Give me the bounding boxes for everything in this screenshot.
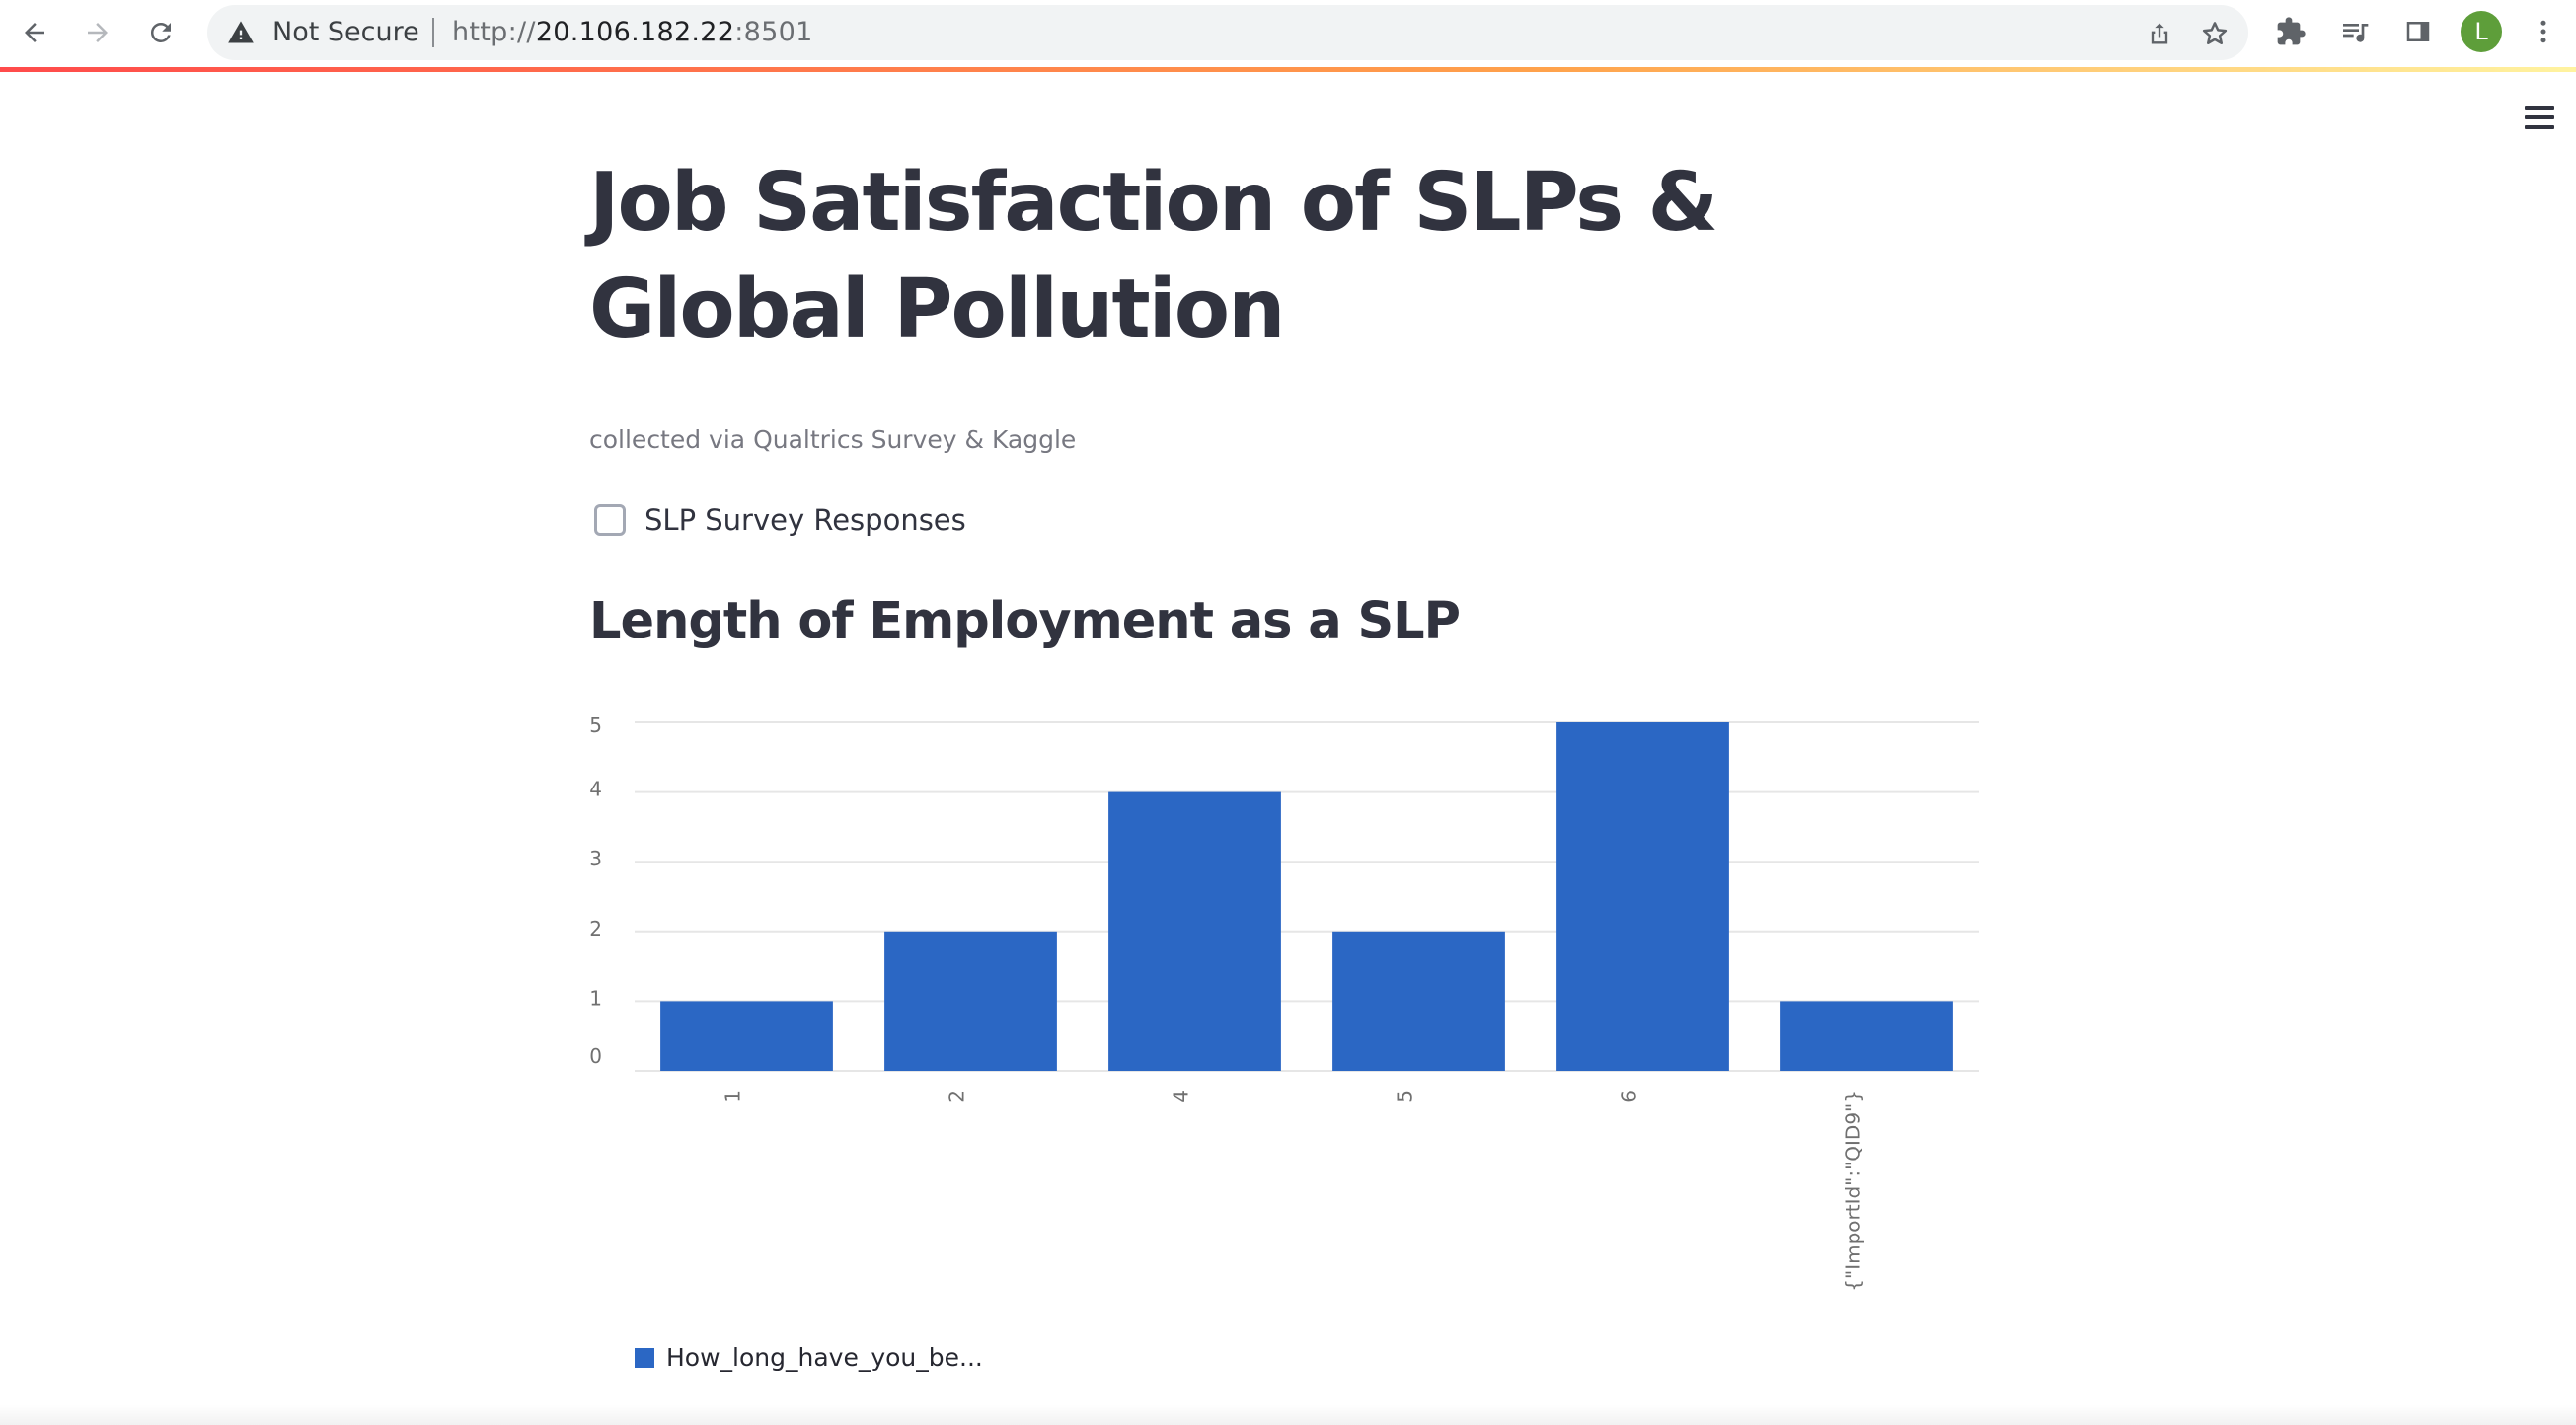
bar — [1556, 722, 1729, 1071]
security-label[interactable]: Not Secure — [272, 17, 419, 47]
browser-toolbar: Not Secure http://20.106.182.22:8501 L — [0, 0, 2576, 65]
warning-icon — [228, 21, 254, 43]
side-panel-icon — [2406, 22, 2430, 41]
playlist-icon — [2343, 24, 2369, 42]
x-tick-label: 5 — [1394, 1090, 1417, 1103]
page-bottom-shadow — [0, 1405, 2576, 1425]
y-tick-label: 0 — [589, 1044, 602, 1068]
bar — [1780, 1001, 1953, 1071]
page-caption: collected via Qualtrics Survey & Kaggle — [589, 425, 1077, 454]
back-button[interactable] — [10, 8, 59, 57]
x-tick-label: 2 — [946, 1090, 969, 1103]
star-icon — [2202, 22, 2228, 44]
bar-chart: 0 1 2 3 4 5 1 2 4 5 6 {"ImportId":"QID9"} How_long_h… — [589, 713, 1979, 1372]
browser-menu-button[interactable] — [2524, 12, 2563, 51]
page-title: Job Satisfaction of SLPs & Global Pollut… — [589, 156, 1718, 356]
legend-label: How_long_have_you_be... — [666, 1343, 983, 1372]
bar — [884, 931, 1057, 1071]
x-tick-label: 6 — [1618, 1090, 1641, 1103]
side-panel-button[interactable] — [2398, 12, 2438, 51]
x-tick-label: {"ImportId":"QID9"} — [1842, 1090, 1865, 1292]
media-control-button[interactable] — [2335, 12, 2375, 51]
address-separator — [432, 18, 434, 47]
url-text[interactable]: http://20.106.182.22:8501 — [452, 17, 813, 48]
reload-button[interactable] — [136, 8, 186, 57]
bar — [660, 1001, 833, 1071]
y-tick-label: 4 — [589, 778, 602, 801]
app-decoration-bar — [0, 67, 2576, 72]
x-tick-label: 1 — [721, 1090, 745, 1103]
bookmark-button[interactable] — [2198, 17, 2232, 50]
bar — [1108, 791, 1281, 1071]
forward-button[interactable] — [73, 8, 122, 57]
reload-icon — [150, 22, 171, 42]
url-prefix: http:// — [452, 17, 536, 47]
legend-swatch — [635, 1348, 654, 1368]
bar — [1332, 931, 1505, 1071]
back-arrow-icon — [25, 23, 44, 42]
y-tick-label: 1 — [589, 986, 602, 1010]
forward-arrow-icon — [88, 23, 108, 42]
url-host: 20.106.182.22 — [535, 17, 735, 47]
url-port: :8501 — [734, 17, 813, 47]
puzzle-icon — [2277, 17, 2306, 45]
checkbox-box[interactable] — [594, 504, 626, 536]
address-bar[interactable]: Not Secure http://20.106.182.22:8501 — [207, 5, 2248, 60]
hamburger-icon — [2525, 106, 2554, 110]
extensions-button[interactable] — [2271, 12, 2311, 51]
profile-avatar[interactable]: L — [2461, 11, 2502, 52]
y-tick-label: 3 — [589, 847, 602, 870]
share-button[interactable] — [2143, 17, 2176, 50]
y-tick-label: 5 — [589, 713, 602, 737]
slp-survey-checkbox[interactable]: SLP Survey Responses — [589, 498, 966, 542]
app-menu-button[interactable] — [2525, 106, 2558, 131]
share-icon — [2151, 23, 2168, 44]
kebab-menu-icon — [2540, 20, 2546, 43]
y-tick-label: 2 — [589, 917, 602, 940]
checkbox-label: SLP Survey Responses — [644, 503, 966, 537]
section-title: Length of Employment as a SLP — [589, 592, 1461, 650]
x-tick-label: 4 — [1170, 1090, 1193, 1103]
